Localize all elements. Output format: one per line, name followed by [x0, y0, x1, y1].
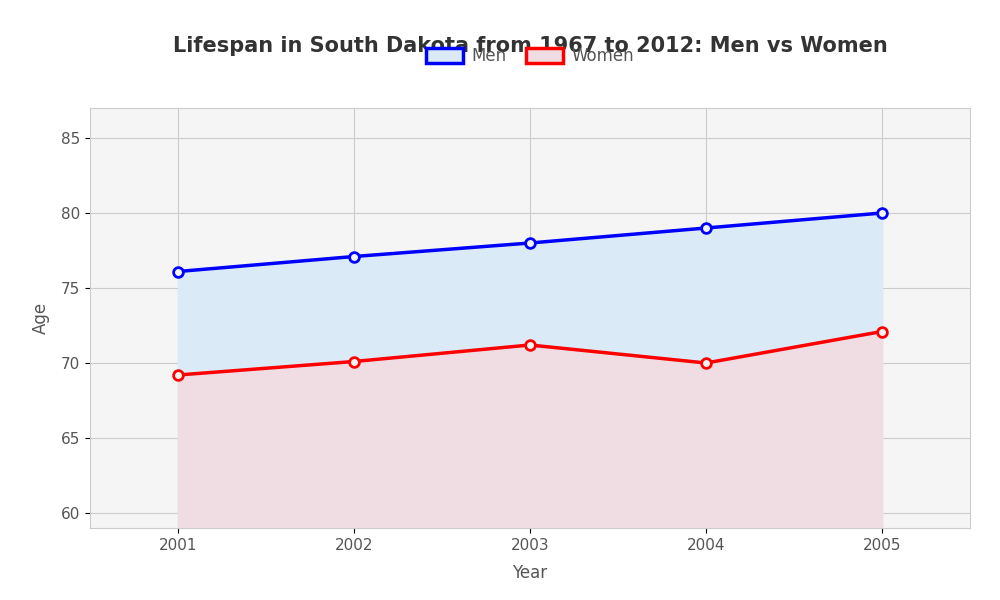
Y-axis label: Age: Age: [32, 302, 50, 334]
Legend: Men, Women: Men, Women: [419, 41, 641, 72]
Title: Lifespan in South Dakota from 1967 to 2012: Men vs Women: Lifespan in South Dakota from 1967 to 20…: [173, 37, 887, 56]
X-axis label: Year: Year: [512, 564, 548, 582]
